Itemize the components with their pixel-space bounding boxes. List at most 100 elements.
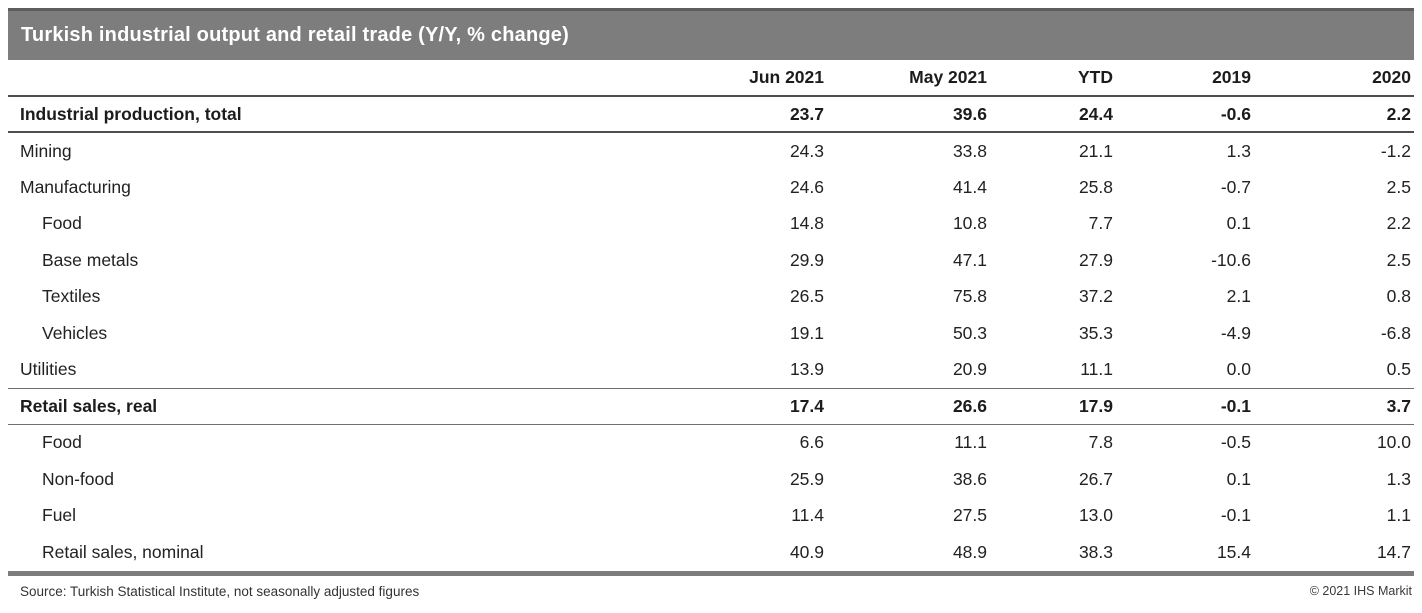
row-value: -6.8 <box>1380 322 1411 343</box>
row-value: -1.2 <box>1380 140 1411 161</box>
column-header-2019: 2019 <box>1212 67 1251 87</box>
row-value: 21.1 <box>1078 140 1113 161</box>
table-row: Retail sales, nominal 40.9 48.9 38.3 15.… <box>8 534 1414 570</box>
row-value: 33.8 <box>952 140 987 161</box>
table-row: Retail sales, real 17.4 26.6 17.9 -0.1 3… <box>8 387 1414 425</box>
column-header-jun-2021: Jun 2021 <box>749 67 824 87</box>
row-label: Utilities <box>20 359 77 380</box>
row-value: 7.8 <box>1088 432 1113 453</box>
column-header-ytd: YTD <box>1078 67 1113 87</box>
row-value: 25.9 <box>789 468 824 489</box>
row-value: -0.1 <box>1220 395 1251 416</box>
row-value: 20.9 <box>952 359 987 380</box>
table-row: Mining 24.3 33.8 21.1 1.3 -1.2 <box>8 133 1414 169</box>
table-row: Utilities 13.9 20.9 11.1 0.0 0.5 <box>8 351 1414 387</box>
row-value: 11.1 <box>954 432 987 453</box>
row-value: 24.4 <box>1078 103 1113 124</box>
row-value: 1.3 <box>1226 140 1251 161</box>
row-value: 13.9 <box>789 359 824 380</box>
row-value: 38.6 <box>952 468 987 489</box>
row-label: Mining <box>20 140 72 161</box>
row-value: 3.7 <box>1386 395 1411 416</box>
table-title: Turkish industrial output and retail tra… <box>21 24 569 46</box>
table-body: Industrial production, total 23.7 39.6 2… <box>8 97 1414 570</box>
row-value: 11.4 <box>791 505 824 526</box>
row-value: 26.6 <box>952 395 987 416</box>
row-value: 0.1 <box>1226 213 1251 234</box>
row-value: 2.5 <box>1386 249 1411 270</box>
row-value: 26.7 <box>1078 468 1113 489</box>
row-value: 17.4 <box>789 395 824 416</box>
row-value: 24.3 <box>789 140 824 161</box>
row-label: Retail sales, nominal <box>42 541 204 562</box>
row-value: 39.6 <box>952 103 987 124</box>
row-label: Vehicles <box>42 322 108 343</box>
row-value: 6.6 <box>799 432 824 453</box>
table-row: Non-food 25.9 38.6 26.7 0.1 1.3 <box>8 461 1414 497</box>
row-value: 11.1 <box>1080 359 1113 380</box>
row-value: -4.9 <box>1220 322 1251 343</box>
copyright-note: © 2021 IHS Markit <box>1309 584 1412 599</box>
row-value: 2.2 <box>1386 213 1411 234</box>
table-title-bar: Turkish industrial output and retail tra… <box>8 8 1414 60</box>
row-value: 10.0 <box>1376 432 1411 453</box>
row-label: Retail sales, real <box>20 395 158 416</box>
table-row: Industrial production, total 23.7 39.6 2… <box>8 97 1414 133</box>
page: Turkish industrial output and retail tra… <box>0 8 1422 613</box>
table-row: Base metals 29.9 47.1 27.9 -10.6 2.5 <box>8 242 1414 278</box>
row-value: 15.4 <box>1216 541 1251 562</box>
row-value: 0.0 <box>1226 359 1251 380</box>
row-value: 14.7 <box>1376 541 1411 562</box>
row-label: Textiles <box>42 286 101 307</box>
row-value: 48.9 <box>952 541 987 562</box>
table-row: Textiles 26.5 75.8 37.2 2.1 0.8 <box>8 279 1414 315</box>
row-value: -0.1 <box>1220 505 1251 526</box>
row-value: 23.7 <box>789 103 824 124</box>
row-value: 19.1 <box>789 322 824 343</box>
row-value: 27.5 <box>952 505 987 526</box>
row-value: 0.8 <box>1386 286 1411 307</box>
source-note: Source: Turkish Statistical Institute, n… <box>20 583 420 599</box>
table-row: Food 14.8 10.8 7.7 0.1 2.2 <box>8 206 1414 242</box>
row-label: Non-food <box>42 468 114 489</box>
row-value: 2.1 <box>1226 286 1251 307</box>
row-value: 7.7 <box>1088 213 1113 234</box>
row-value: 29.9 <box>789 249 824 270</box>
row-value: -0.6 <box>1220 103 1251 124</box>
row-value: 2.5 <box>1386 177 1411 198</box>
row-value: 13.0 <box>1078 505 1113 526</box>
column-header-may-2021: May 2021 <box>909 67 987 87</box>
row-label: Base metals <box>42 249 139 270</box>
row-label: Food <box>42 213 82 234</box>
row-value: -10.6 <box>1211 249 1251 270</box>
row-value: 38.3 <box>1078 541 1113 562</box>
row-value: 0.1 <box>1226 468 1251 489</box>
row-value: 2.2 <box>1386 103 1411 124</box>
row-value: 14.8 <box>789 213 824 234</box>
row-value: 26.5 <box>789 286 824 307</box>
row-value: 27.9 <box>1078 249 1113 270</box>
row-value: 10.8 <box>952 213 987 234</box>
row-label: Food <box>42 432 82 453</box>
table-row: Manufacturing 24.6 41.4 25.8 -0.7 2.5 <box>8 169 1414 205</box>
row-value: 17.9 <box>1078 395 1113 416</box>
table-row: Vehicles 19.1 50.3 35.3 -4.9 -6.8 <box>8 315 1414 351</box>
row-value: 47.1 <box>952 249 987 270</box>
table-bottom-rule <box>8 571 1414 577</box>
table-row: Food 6.6 11.1 7.8 -0.5 10.0 <box>8 425 1414 461</box>
table-header-row: Jun 2021 May 2021 YTD 2019 2020 <box>8 60 1414 97</box>
table-footer: Source: Turkish Statistical Institute, n… <box>8 576 1414 606</box>
row-value: 1.1 <box>1386 505 1411 526</box>
column-header-2020: 2020 <box>1372 67 1411 87</box>
row-value: 0.5 <box>1386 359 1411 380</box>
row-value: 50.3 <box>952 322 987 343</box>
row-value: -0.7 <box>1220 177 1251 198</box>
row-value: 75.8 <box>952 286 987 307</box>
row-value: -0.5 <box>1220 432 1251 453</box>
data-table: Jun 2021 May 2021 YTD 2019 2020 Industri… <box>8 60 1414 570</box>
row-label: Fuel <box>42 505 77 526</box>
row-value: 37.2 <box>1078 286 1113 307</box>
row-value: 1.3 <box>1386 468 1411 489</box>
row-value: 40.9 <box>789 541 824 562</box>
row-label: Manufacturing <box>20 177 131 198</box>
